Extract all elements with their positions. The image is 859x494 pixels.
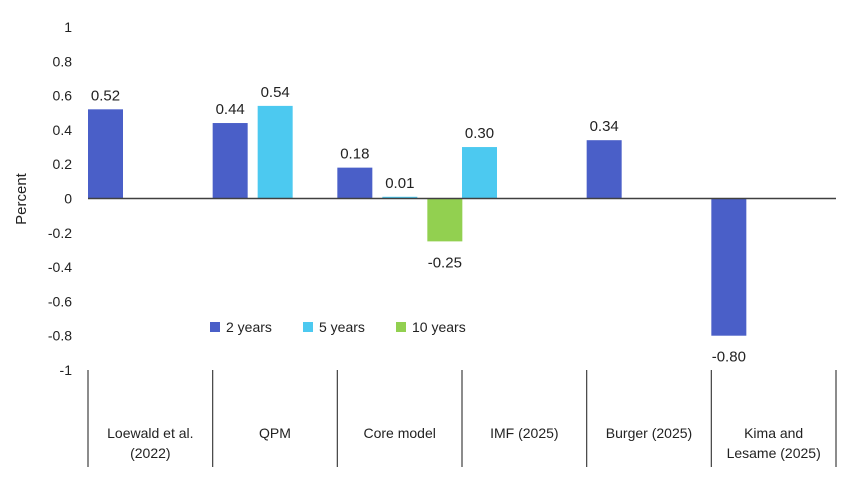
bar-5-years — [462, 147, 497, 199]
data-label: -0.80 — [712, 349, 746, 366]
y-tick-label: 0.6 — [53, 88, 73, 104]
data-labels: 0.52 0.44 0.54 0.18 0.01 -0.25 0.30 0.34 -0.80 — [91, 84, 746, 366]
bar-2-years — [586, 140, 622, 199]
y-tick-label: 1 — [64, 19, 72, 35]
y-axis-label: Percent — [13, 172, 30, 225]
y-tick-label: 0.2 — [53, 156, 73, 172]
data-label: 0.52 — [91, 87, 120, 104]
data-label: 0.18 — [340, 146, 369, 163]
bar-2-years — [337, 167, 373, 199]
bar-2-years — [711, 198, 747, 336]
category-label: Kima and — [744, 425, 803, 441]
legend-swatch — [303, 322, 313, 332]
category-label: Lesame (2025) — [727, 445, 821, 461]
y-tick-label: -0.6 — [48, 293, 72, 309]
y-axis-ticks: 1 0.8 0.6 0.4 0.2 0 -0.2 -0.4 -0.6 -0.8 -1 — [48, 19, 72, 378]
y-tick-label: -0.4 — [48, 259, 72, 275]
category-label: Core model — [363, 425, 435, 441]
category-label: (2022) — [130, 445, 170, 461]
y-tick-label: 0.4 — [53, 122, 73, 138]
data-label: 0.01 — [385, 175, 414, 192]
category-label: Burger (2025) — [606, 425, 692, 441]
legend-label: 5 years — [319, 319, 365, 335]
y-tick-label: 0 — [64, 191, 72, 207]
category-axis: Loewald et al. (2022) QPM Core model IMF (20… — [87, 370, 837, 467]
bars — [88, 105, 747, 336]
category-label: QPM — [259, 425, 291, 441]
legend-swatch — [210, 322, 220, 332]
legend-label: 2 years — [226, 319, 272, 335]
y-tick-label: 0.8 — [53, 53, 73, 69]
bar-5-years — [257, 105, 293, 199]
data-label: -0.25 — [428, 254, 462, 271]
bar-5-years — [382, 196, 418, 199]
category-label: Loewald et al. — [107, 425, 193, 441]
data-label: 0.44 — [216, 101, 245, 118]
y-tick-label: -0.2 — [48, 225, 72, 241]
bar-2-years — [212, 123, 248, 199]
bar-2-years — [88, 109, 123, 199]
legend-label: 10 years — [412, 319, 466, 335]
y-tick-label: -1 — [60, 362, 73, 378]
bar-10-years — [427, 198, 463, 242]
data-label: 0.30 — [465, 125, 494, 142]
data-label: 0.54 — [261, 84, 290, 101]
y-tick-label: -0.8 — [48, 328, 72, 344]
category-label: IMF (2025) — [490, 425, 558, 441]
data-label: 0.34 — [590, 118, 619, 135]
legend-swatch — [396, 322, 406, 332]
legend: 2 years 5 years 10 years — [210, 319, 466, 335]
